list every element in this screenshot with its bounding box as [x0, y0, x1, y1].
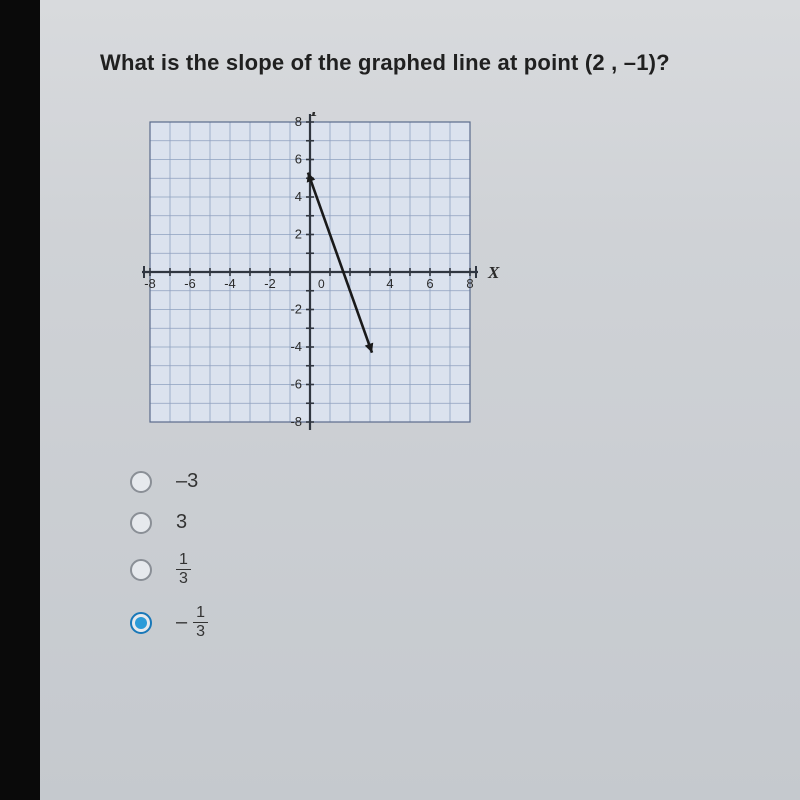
- svg-text:-6: -6: [184, 276, 196, 291]
- option-label: –13: [176, 605, 208, 640]
- answer-options: –3 3 13 –13: [130, 470, 760, 640]
- svg-text:X: X: [487, 263, 500, 282]
- radio-dot-icon: [135, 617, 147, 629]
- svg-text:4: 4: [386, 276, 393, 291]
- svg-text:6: 6: [295, 152, 302, 167]
- svg-text:-2: -2: [264, 276, 276, 291]
- radio-button[interactable]: [130, 612, 152, 634]
- question-text: What is the slope of the graphed line at…: [100, 50, 760, 76]
- svg-text:2: 2: [295, 227, 302, 242]
- svg-text:-4: -4: [224, 276, 236, 291]
- radio-button[interactable]: [130, 512, 152, 534]
- svg-text:-4: -4: [290, 339, 302, 354]
- coordinate-graph: -8 -6 -4 -2 4 6 8 0 2 4 6 8 -2 -4 -6 -8 Y X: [120, 112, 500, 442]
- svg-text:4: 4: [295, 189, 302, 204]
- svg-text:Y: Y: [309, 112, 321, 120]
- answer-option-2[interactable]: 13: [130, 552, 760, 587]
- radio-button[interactable]: [130, 559, 152, 581]
- option-label: 3: [176, 511, 187, 534]
- answer-option-0[interactable]: –3: [130, 470, 760, 493]
- answer-option-1[interactable]: 3: [130, 511, 760, 534]
- option-label: –3: [176, 470, 198, 493]
- svg-text:-2: -2: [290, 302, 302, 317]
- svg-text:8: 8: [466, 276, 473, 291]
- answer-option-3[interactable]: –13: [130, 605, 760, 640]
- svg-text:0: 0: [318, 277, 325, 291]
- screen-bezel: [0, 0, 40, 800]
- svg-text:-6: -6: [290, 377, 302, 392]
- svg-text:8: 8: [295, 114, 302, 129]
- svg-text:-8: -8: [144, 276, 156, 291]
- svg-text:-8: -8: [290, 414, 302, 429]
- radio-button[interactable]: [130, 471, 152, 493]
- question-page: What is the slope of the graphed line at…: [40, 0, 800, 800]
- svg-text:6: 6: [426, 276, 433, 291]
- option-label: 13: [176, 552, 191, 587]
